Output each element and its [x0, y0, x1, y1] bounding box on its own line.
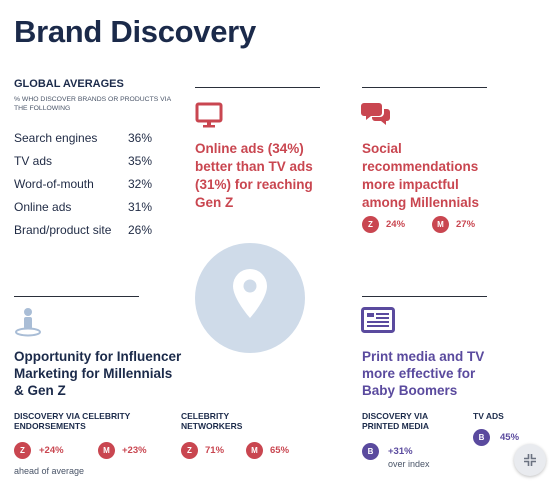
gen-z-value: 71%	[205, 445, 225, 456]
global-averages-table: Search engines 36% TV ads 35% Word-of-mo…	[14, 131, 152, 246]
divider	[362, 87, 487, 88]
millennial-badge: M	[432, 216, 449, 233]
ga-row-label: TV ads	[14, 154, 53, 168]
endorsements-label: DISCOVERY VIA CELEBRITY ENDORSEMENTS	[14, 411, 131, 431]
boomer-value: 45%	[500, 432, 520, 443]
ga-row: Word-of-mouth 32%	[14, 177, 152, 200]
page-title: Brand Discovery	[14, 14, 256, 49]
ga-row-label: Brand/product site	[14, 223, 112, 237]
ga-row: TV ads 35%	[14, 154, 152, 177]
speech-bubbles-icon	[361, 101, 391, 132]
location-pin-icon	[233, 269, 267, 318]
ga-row-value: 36%	[127, 131, 152, 145]
ga-row-value: 26%	[127, 223, 152, 237]
printed-media-label: DISCOVERY VIA PRINTED MEDIA	[362, 411, 430, 431]
gen-z-value: 24%	[386, 219, 406, 230]
boomer-badge: B	[362, 443, 379, 460]
millennial-badge: M	[98, 442, 115, 459]
global-averages-subheading: % WHO DISCOVER BRANDS OR PRODUCTS VIA TH…	[14, 96, 171, 112]
divider	[362, 296, 487, 297]
printed-media-note: over index	[388, 459, 430, 469]
ga-row-value: 31%	[127, 200, 152, 214]
collapse-button[interactable]	[514, 444, 546, 476]
ga-row: Search engines 36%	[14, 131, 152, 154]
gen-z-badge: Z	[14, 442, 31, 459]
ga-row-value: 35%	[127, 154, 152, 168]
boomer-value: +31%	[388, 446, 413, 457]
ga-row-label: Search engines	[14, 131, 98, 145]
gen-z-badge: Z	[181, 442, 198, 459]
gen-z-value: +24%	[39, 445, 64, 456]
collapse-icon	[524, 454, 536, 466]
millennial-value: 65%	[270, 445, 290, 456]
gen-z-badge: Z	[362, 216, 379, 233]
ga-row-label: Online ads	[14, 200, 72, 214]
social-headline: Social recommendations more impactful am…	[362, 141, 480, 210]
person-icon	[14, 307, 42, 342]
influencer-headline: Opportunity for Influencer Marketing for…	[14, 349, 182, 398]
global-averages-heading: GLOBAL AVERAGES	[14, 78, 124, 90]
divider	[195, 87, 320, 88]
networkers-label: CELEBRITY NETWORKERS	[181, 411, 243, 431]
tv-ads-label: TV ADS	[473, 411, 504, 421]
boomer-badge: B	[473, 429, 490, 446]
monitor-icon	[195, 101, 223, 134]
ga-row-label: Word-of-mouth	[14, 177, 94, 191]
ga-row: Online ads 31%	[14, 200, 152, 223]
ga-row: Brand/product site 26%	[14, 223, 152, 246]
millennial-value: +23%	[122, 445, 147, 456]
newspaper-icon	[361, 307, 395, 338]
divider	[14, 296, 139, 297]
ga-row-value: 32%	[127, 177, 152, 191]
center-circle	[195, 243, 305, 353]
millennial-badge: M	[246, 442, 263, 459]
online-ads-headline: Online ads (34%) better than TV ads (31%…	[195, 141, 313, 210]
print-headline: Print media and TV more effective for Ba…	[362, 349, 485, 398]
endorsements-note: ahead of average	[14, 466, 85, 476]
millennial-value: 27%	[456, 219, 476, 230]
